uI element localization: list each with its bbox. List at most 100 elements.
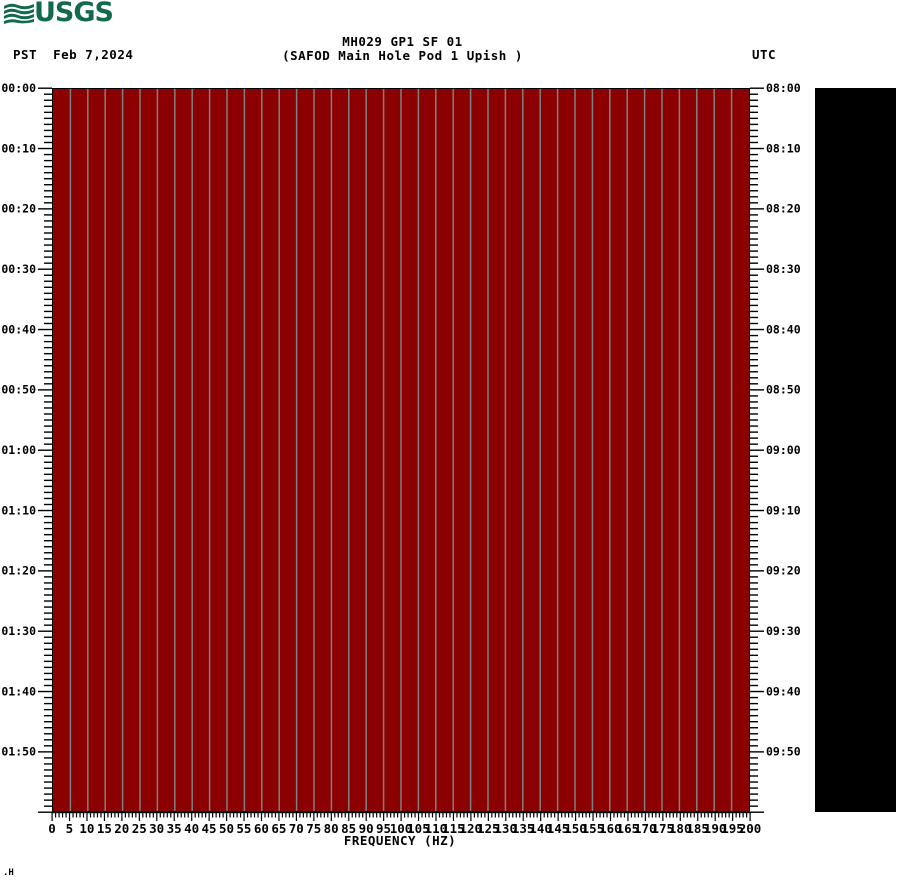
freq-minor-tick-7 <box>75 812 78 818</box>
left-minor-tick-62 <box>44 461 52 463</box>
freq-minor-tick-154 <box>588 812 591 818</box>
right-minor-tick-4 <box>750 111 758 114</box>
freq-minor-tick-109 <box>431 812 434 818</box>
freq-major-tick-30 <box>156 812 158 821</box>
left-minor-tick-39 <box>44 322 52 325</box>
freq-minor-tick-178 <box>672 812 674 818</box>
freq-minor-tick-6 <box>72 812 74 818</box>
freq-minor-tick-3 <box>61 812 64 818</box>
freq-minor-tick-167 <box>634 812 636 818</box>
freq-tick-label: 20 <box>114 821 129 836</box>
freq-minor-tick-192 <box>721 812 723 818</box>
freq-minor-tick-96 <box>386 812 388 818</box>
left-minor-tick-18 <box>44 196 52 198</box>
freq-minor-tick-121 <box>473 812 475 818</box>
right-minor-tick-68 <box>750 497 758 500</box>
right-minor-tick-111 <box>750 757 758 759</box>
right-minor-tick-5 <box>750 117 758 120</box>
left-minor-tick-114 <box>44 775 52 777</box>
right-minor-tick-112 <box>750 763 758 765</box>
right-minor-tick-18 <box>750 196 758 198</box>
freq-minor-tick-186 <box>700 812 702 818</box>
left-minor-tick-63 <box>44 467 52 469</box>
left-time-label: 01:50 <box>1 745 36 759</box>
gridline-175hz <box>661 89 663 811</box>
left-minor-tick-46 <box>44 365 52 367</box>
left-minor-tick-108 <box>44 739 52 741</box>
freq-minor-tick-48 <box>219 812 221 818</box>
right-minor-tick-114 <box>750 775 758 777</box>
right-minor-tick-12 <box>750 159 758 162</box>
left-minor-tick-85 <box>44 600 52 602</box>
left-minor-tick-4 <box>44 111 52 114</box>
freq-major-tick-170 <box>644 812 646 821</box>
right-time-label: 08:40 <box>766 322 801 336</box>
right-minor-tick-115 <box>750 781 758 783</box>
left-minor-tick-28 <box>44 256 52 258</box>
left-major-tick-60 <box>38 449 52 451</box>
left-major-tick-110 <box>38 751 52 753</box>
freq-minor-tick-187 <box>704 812 706 818</box>
left-major-tick-120 <box>38 811 52 813</box>
freq-major-tick-10 <box>86 812 88 821</box>
left-minor-tick-112 <box>44 763 52 765</box>
freq-minor-tick-129 <box>501 812 503 818</box>
freq-minor-tick-189 <box>711 812 713 818</box>
freq-minor-tick-176 <box>665 812 667 818</box>
gridline-190hz <box>713 89 715 811</box>
freq-minor-tick-132 <box>512 812 514 818</box>
right-minor-tick-69 <box>750 503 758 506</box>
left-minor-tick-54 <box>44 413 52 415</box>
right-minor-tick-22 <box>750 220 758 222</box>
right-minor-tick-93 <box>750 648 758 650</box>
freq-minor-tick-38 <box>184 812 186 818</box>
freq-tick-label: 135 <box>512 821 535 836</box>
gridline-140hz <box>539 89 541 811</box>
left-minor-tick-96 <box>44 666 52 669</box>
right-minor-tick-52 <box>750 401 758 403</box>
freq-minor-tick-103 <box>410 812 413 818</box>
right-minor-tick-72 <box>750 521 758 524</box>
left-minor-tick-99 <box>44 684 52 687</box>
freq-tick-label: 10 <box>79 821 94 836</box>
gridline-80hz <box>330 89 333 811</box>
left-minor-tick-73 <box>44 527 52 530</box>
freq-minor-tick-1 <box>54 812 57 818</box>
freq-major-tick-60 <box>260 812 263 821</box>
freq-minor-tick-104 <box>414 812 416 818</box>
left-minor-tick-56 <box>44 425 52 427</box>
left-minor-tick-76 <box>44 546 52 548</box>
left-minor-tick-49 <box>44 383 52 385</box>
right-minor-tick-95 <box>750 660 758 663</box>
right-minor-tick-67 <box>750 491 758 494</box>
left-time-label: 01:00 <box>1 443 36 457</box>
left-minor-tick-93 <box>44 648 52 650</box>
freq-minor-tick-153 <box>585 812 587 818</box>
left-minor-tick-81 <box>44 576 52 578</box>
page-subtitle: (SAFOD Main Hole Pod 1 Upish ) <box>282 48 523 63</box>
freq-minor-tick-174 <box>658 812 660 818</box>
gridline-50hz <box>226 89 228 811</box>
freq-minor-tick-117 <box>459 812 462 818</box>
left-minor-tick-29 <box>44 262 52 264</box>
freq-tick-label: 40 <box>184 821 199 836</box>
freq-minor-tick-59 <box>257 812 259 818</box>
freq-major-tick-20 <box>121 812 123 821</box>
right-major-tick-100 <box>750 690 764 693</box>
freq-minor-tick-161 <box>613 812 615 818</box>
freq-minor-tick-81 <box>334 812 336 818</box>
right-minor-tick-89 <box>750 624 758 626</box>
freq-minor-tick-29 <box>152 812 154 818</box>
left-minor-tick-83 <box>44 588 52 590</box>
freq-minor-tick-82 <box>337 812 339 818</box>
freq-minor-tick-199 <box>746 812 748 818</box>
freq-minor-tick-33 <box>166 812 168 818</box>
freq-major-tick-145 <box>557 812 559 821</box>
left-minor-tick-37 <box>44 310 52 313</box>
freq-minor-tick-87 <box>355 812 357 818</box>
freq-tick-label: 190 <box>704 821 727 836</box>
freq-minor-tick-42 <box>198 812 200 818</box>
right-minor-tick-77 <box>750 552 758 554</box>
freq-minor-tick-152 <box>581 812 584 818</box>
freq-minor-tick-168 <box>637 812 640 818</box>
